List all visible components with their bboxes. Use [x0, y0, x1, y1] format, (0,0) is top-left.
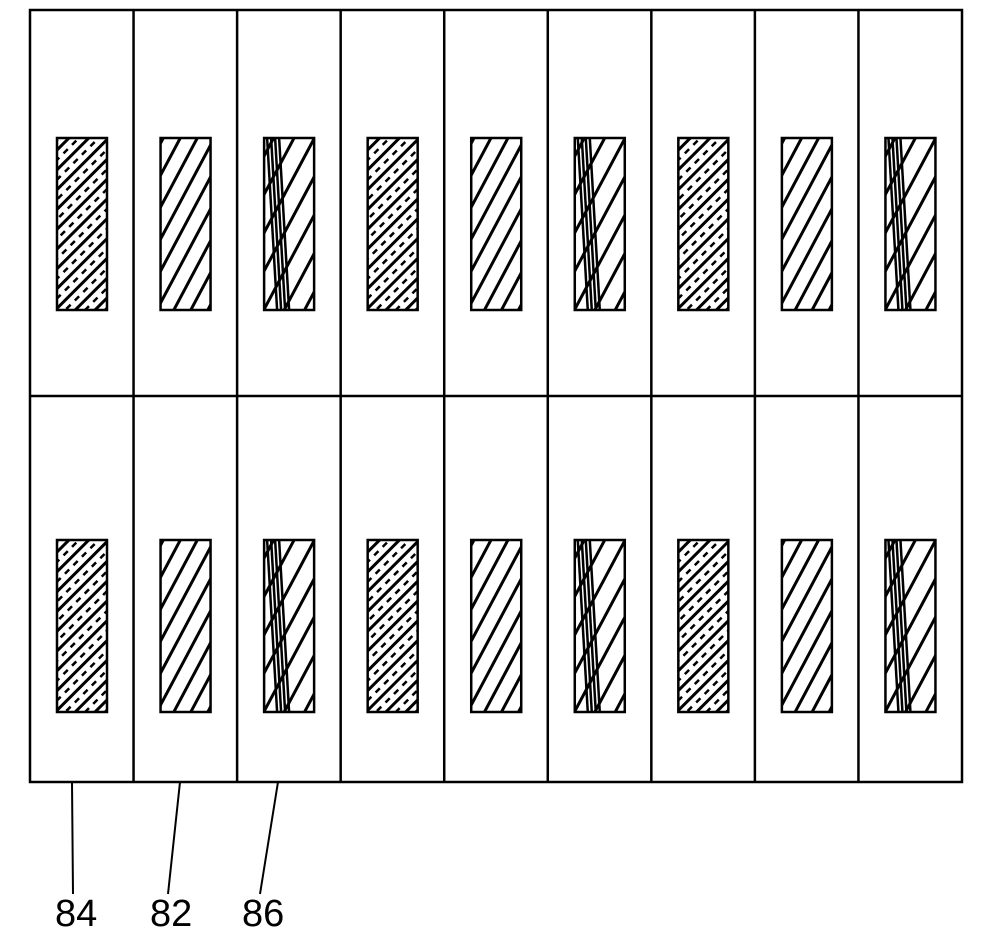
inner-cell: [0, 331, 382, 926]
inner-cell: [98, 0, 693, 524]
inner-cell: [98, 331, 693, 926]
inner-cell: [200, 0, 792, 495]
inner-cell: [0, 0, 596, 500]
inner-cell: [0, 0, 382, 524]
label-text: 84: [55, 893, 97, 935]
leader-line: [260, 782, 278, 894]
inner-cell: [293, 350, 906, 903]
leader-line: [168, 782, 180, 894]
label-text: 82: [150, 893, 192, 935]
inner-cell: [604, 0, 994, 500]
inner-cell: [604, 350, 994, 903]
inner-cell: [408, 0, 994, 524]
cell-grid: [0, 0, 994, 926]
labels: 84 82 86: [55, 782, 284, 935]
leader-line: [72, 782, 73, 894]
inner-cell: [0, 350, 596, 903]
label-text: 86: [242, 893, 284, 935]
